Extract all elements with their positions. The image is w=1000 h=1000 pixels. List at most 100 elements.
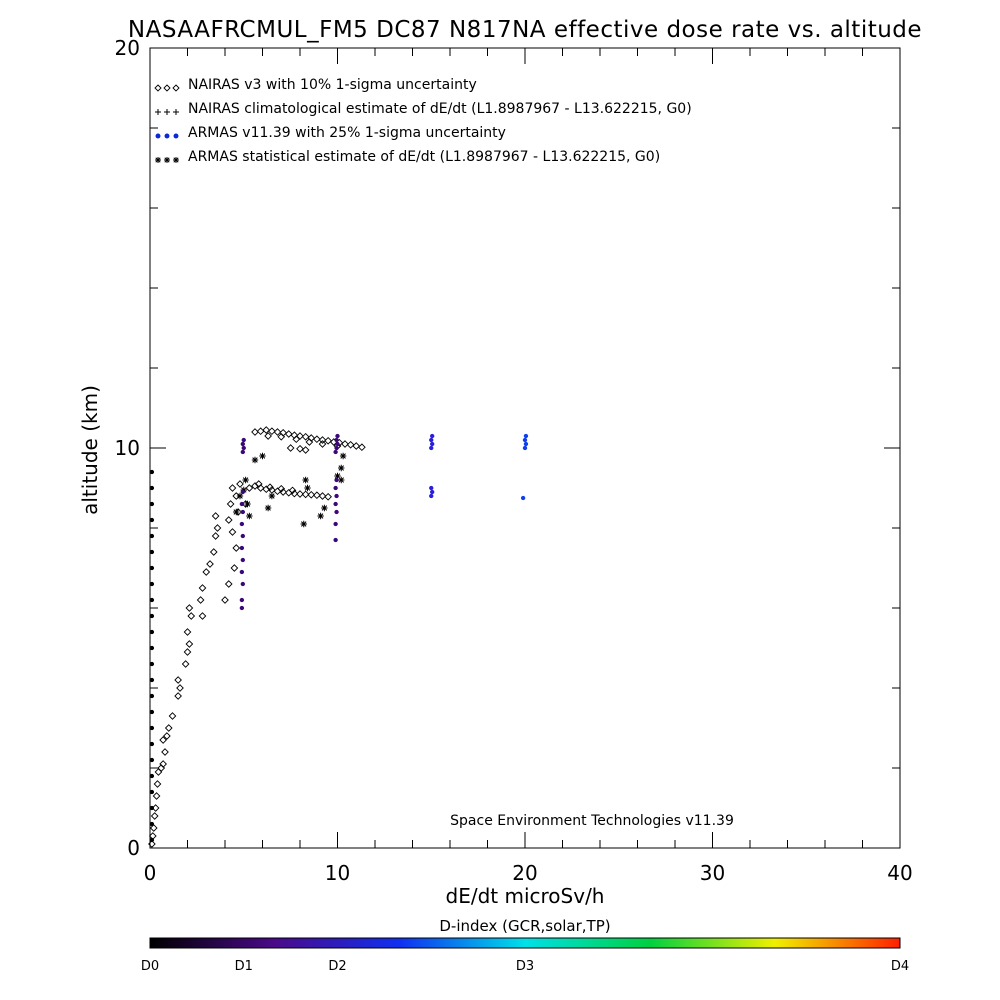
data-point bbox=[334, 477, 339, 483]
colorbar-label: D2 bbox=[328, 959, 346, 974]
data-point bbox=[262, 426, 271, 434]
data-point bbox=[430, 433, 435, 439]
data-point bbox=[149, 837, 155, 843]
data-point bbox=[164, 724, 173, 732]
data-point bbox=[240, 489, 245, 495]
legend-marker bbox=[154, 84, 162, 92]
data-point bbox=[149, 485, 155, 491]
data-point bbox=[251, 456, 259, 464]
data-point bbox=[161, 748, 169, 756]
data-point bbox=[185, 604, 194, 612]
data-point bbox=[149, 789, 155, 795]
data-point bbox=[313, 491, 321, 500]
data-point bbox=[259, 452, 266, 460]
data-point bbox=[240, 581, 245, 587]
legend-item: ARMAS statistical estimate of dE/dt (L1.… bbox=[155, 149, 660, 165]
legend-label: ARMAS statistical estimate of dE/dt (L1.… bbox=[188, 149, 660, 165]
data-point bbox=[522, 445, 528, 451]
data-point bbox=[159, 760, 167, 768]
data-point bbox=[338, 476, 345, 484]
legend-marker bbox=[173, 109, 179, 115]
x-tick-label: 0 bbox=[144, 861, 157, 885]
colorbar-label: D1 bbox=[235, 959, 253, 974]
y-tick-label: 0 bbox=[127, 836, 140, 860]
data-point bbox=[341, 440, 349, 448]
data-point bbox=[430, 489, 435, 495]
data-point bbox=[305, 438, 314, 446]
data-point bbox=[429, 485, 434, 491]
data-point bbox=[198, 584, 207, 592]
data-point bbox=[209, 548, 218, 556]
data-point bbox=[277, 484, 286, 493]
data-point bbox=[429, 437, 434, 443]
tick-labels: 0 10 20 30 40 0 10 20 bbox=[115, 36, 913, 885]
data-point bbox=[240, 486, 247, 494]
data-point bbox=[174, 676, 182, 684]
colorbar-title: D-index (GCR,solar,TP) bbox=[439, 917, 610, 935]
axis-ticks bbox=[149, 47, 901, 849]
data-point bbox=[301, 490, 310, 499]
data-point bbox=[149, 613, 155, 619]
data-point bbox=[317, 512, 324, 520]
data-point bbox=[149, 517, 155, 523]
data-point bbox=[239, 521, 245, 527]
data-point bbox=[321, 504, 328, 512]
data-point bbox=[149, 469, 155, 475]
data-point bbox=[246, 512, 253, 520]
data-point bbox=[149, 757, 155, 763]
data-point bbox=[149, 709, 155, 715]
data-point bbox=[273, 487, 282, 496]
data-point bbox=[163, 732, 171, 740]
data-point bbox=[300, 520, 307, 528]
legend-item: NAIRAS climatological estimate of dE/dt … bbox=[155, 101, 692, 117]
data-point bbox=[174, 692, 182, 700]
legend-label: NAIRAS climatological estimate of dE/dt … bbox=[188, 101, 692, 117]
data-point bbox=[240, 449, 245, 455]
colorbar-label: D4 bbox=[891, 959, 909, 974]
data-point bbox=[152, 792, 161, 800]
data-point bbox=[324, 436, 332, 445]
data-point bbox=[334, 472, 341, 480]
data-point bbox=[187, 612, 196, 620]
data-point bbox=[221, 596, 229, 604]
data-point bbox=[149, 824, 158, 832]
data-point bbox=[149, 725, 155, 731]
data-point bbox=[333, 521, 338, 527]
data-point bbox=[149, 693, 155, 699]
data-point bbox=[149, 629, 155, 635]
data-point bbox=[338, 464, 345, 472]
data-point bbox=[268, 427, 276, 436]
data-point bbox=[333, 485, 338, 491]
data-point bbox=[153, 780, 162, 788]
data-point bbox=[334, 437, 339, 443]
data-point bbox=[256, 427, 265, 436]
data-point bbox=[335, 441, 340, 447]
x-tick-label: 20 bbox=[512, 861, 537, 885]
data-point bbox=[149, 821, 155, 827]
data-point bbox=[335, 433, 340, 439]
data-point bbox=[307, 490, 316, 499]
data-point bbox=[233, 508, 240, 516]
data-point bbox=[290, 489, 299, 498]
colorbar bbox=[149, 937, 901, 949]
data-point bbox=[284, 488, 293, 497]
colorbar-label: D3 bbox=[516, 959, 534, 974]
data-point bbox=[149, 581, 155, 587]
legend: NAIRAS v3 with 10% 1-sigma uncertainty NA… bbox=[154, 77, 692, 165]
data-point bbox=[240, 509, 245, 515]
data-point bbox=[301, 432, 310, 441]
data-point bbox=[211, 512, 220, 520]
data-point bbox=[149, 677, 155, 683]
data-point bbox=[228, 484, 237, 492]
data-point bbox=[313, 435, 321, 444]
data-point bbox=[232, 544, 241, 552]
data-point bbox=[149, 805, 155, 811]
data-point bbox=[251, 482, 259, 490]
y-tick-label: 20 bbox=[115, 36, 140, 60]
data-point bbox=[149, 661, 155, 667]
data-point bbox=[266, 483, 274, 492]
data-point bbox=[159, 736, 167, 744]
data-point bbox=[239, 597, 245, 603]
legend-marker bbox=[155, 133, 161, 139]
